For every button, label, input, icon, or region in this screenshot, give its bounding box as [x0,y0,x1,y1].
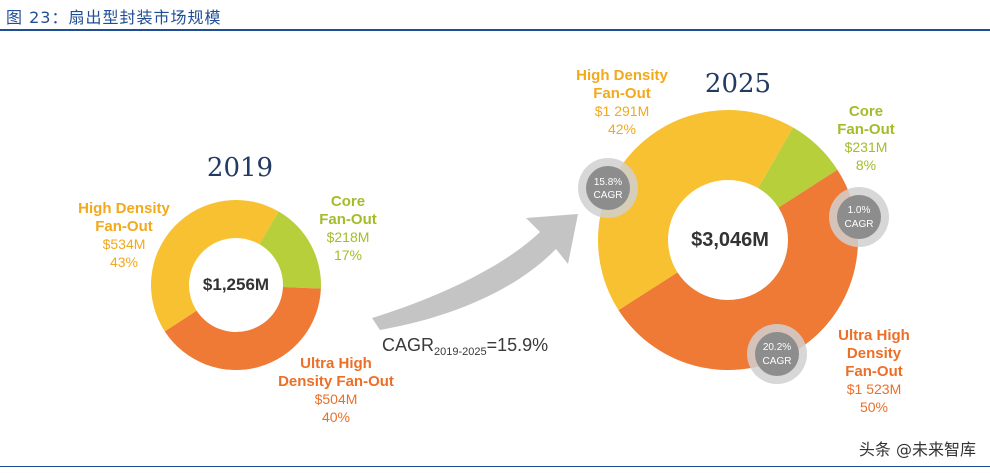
label-2025-uhd-line3: Fan-Out [845,363,903,380]
slice-2019-uhd [164,287,321,371]
label-2025-uhd-line2: Density [847,345,902,362]
cagr-overall: CAGR2019-2025=15.9% [382,335,548,358]
label-2025-hd-value: $1 291M [595,103,649,119]
label-2025-hd: High Density Fan-Out $1 291M 42% [576,67,668,137]
slice-2025-uhd [618,169,859,371]
label-2025-uhd-pct: 50% [860,399,888,415]
label-2019-core-line2: Fan-Out [319,211,377,228]
cagr-badge-hd: 15.8% CAGR [578,158,638,218]
total-2019: $1,256M [203,275,269,294]
donut-2019 [150,199,321,371]
label-2019-hd-line1: High Density [78,200,170,217]
bottom-rule [0,466,990,467]
label-2025-core: Core Fan-Out $231M 8% [837,103,895,173]
top-rule [0,29,990,31]
label-2025-core-line1: Core [849,103,883,120]
label-2019-uhd-value: $504M [315,391,358,407]
cagr-overall-period: 2019-2025 [434,346,487,358]
label-2025-hd-line1: High Density [576,67,668,84]
slice-2025-hd [598,109,793,311]
cagr-overall-value: =15.9% [487,335,549,355]
total-2025: $3,046M [691,229,769,251]
label-2025-uhd-value: $1 523M [847,381,901,397]
watermark: 头条 @未来智库 [858,440,976,459]
year-2019-label: 2019 [207,153,273,183]
label-2019-uhd-line1: Ultra High [300,355,372,372]
slice-2019-hd [150,199,279,332]
cagr-badge-core-pct: 1.0% [848,205,871,216]
label-2019-hd-line2: Fan-Out [95,218,153,235]
label-2019-uhd: Ultra High Density Fan-Out $504M 40% [278,355,394,425]
label-2019-uhd-pct: 40% [322,409,350,425]
donut-2025 [598,109,859,371]
slice-2025-core [758,127,838,208]
label-2025-core-pct: 8% [856,157,876,173]
label-2019-core-line1: Core [331,193,365,210]
label-2025-core-line2: Fan-Out [837,121,895,138]
label-2019-hd: High Density Fan-Out $534M 43% [78,200,170,270]
slice-2019-core [259,211,321,289]
label-2025-hd-line2: Fan-Out [593,85,651,102]
cagr-overall-label: CAGR [382,335,434,355]
label-2019-core-value: $218M [327,229,370,245]
label-2025-uhd: Ultra High Density Fan-Out $1 523M 50% [838,327,910,415]
figure-title: 图 23：扇出型封装市场规模 [6,8,222,27]
cagr-badge-core: 1.0% CAGR [829,187,889,247]
label-2019-hd-pct: 43% [110,254,138,270]
cagr-badge-uhd-label: CAGR [763,356,792,367]
cagr-badge-uhd-pct: 20.2% [763,342,791,353]
growth-arrow [372,214,578,330]
label-2019-uhd-line2: Density Fan-Out [278,373,394,390]
cagr-badge-hd-pct: 15.8% [594,177,622,188]
label-2019-core: Core Fan-Out $218M 17% [319,193,377,263]
label-2019-hd-value: $534M [103,236,146,252]
cagr-badge-core-label: CAGR [845,219,874,230]
cagr-badge-hd-label: CAGR [594,190,623,201]
label-2025-hd-pct: 42% [608,121,636,137]
cagr-badge-uhd: 20.2% CAGR [747,324,807,384]
label-2019-core-pct: 17% [334,247,362,263]
year-2025-label: 2025 [705,69,771,99]
label-2025-core-value: $231M [845,139,888,155]
label-2025-uhd-line1: Ultra High [838,327,910,344]
